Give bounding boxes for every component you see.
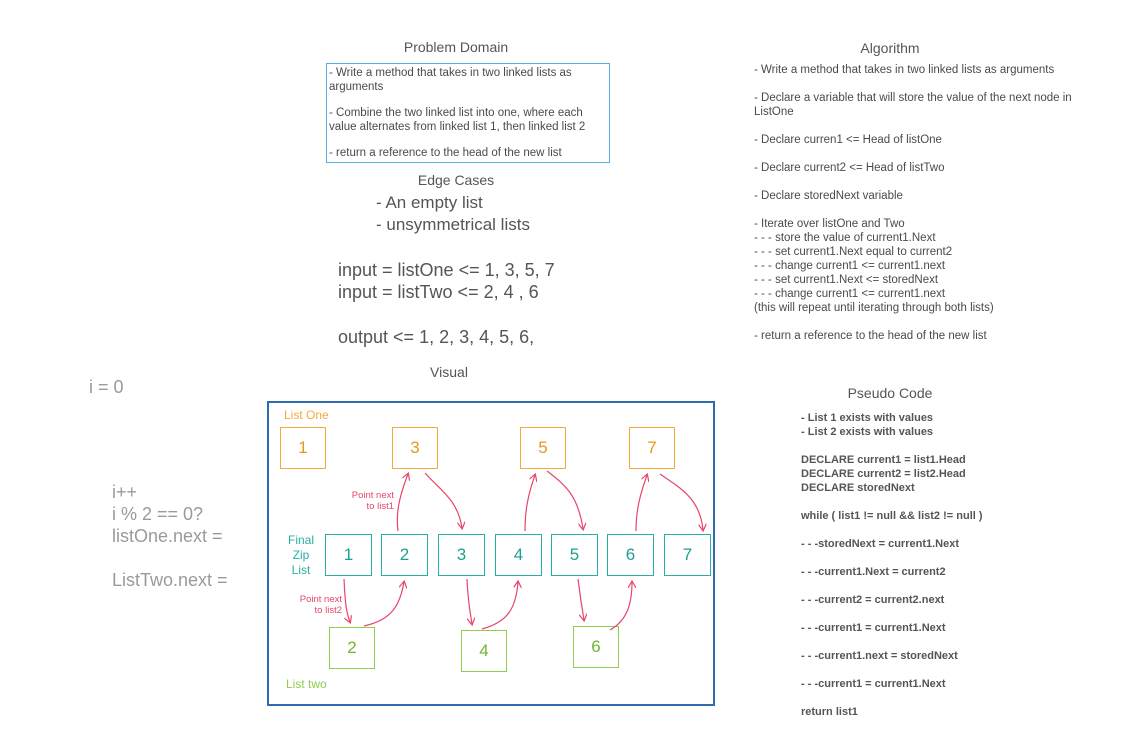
algorithm-line: - - - change current1 <= current1.next bbox=[754, 260, 946, 272]
side-note-i-inc: i++ bbox=[112, 482, 138, 502]
final-list-node: 7 bbox=[664, 534, 711, 576]
list-two-label: List two bbox=[286, 677, 327, 691]
arrow-7-to-final-7 bbox=[659, 473, 703, 530]
output-list: output <= 1, 2, 3, 4, 5, 6, bbox=[338, 327, 535, 347]
pseudo-code-steps: - List 1 exists with values - List 2 exi… bbox=[801, 411, 1121, 719]
pseudo-line: - - -current1 = current1.Next bbox=[801, 678, 946, 690]
problem-domain-line: - return a reference to the head of the … bbox=[329, 147, 562, 159]
pseudo-line: DECLARE storedNext bbox=[801, 482, 915, 494]
arrow-final-1-to-2 bbox=[343, 578, 350, 622]
edge-case-item: - An empty list bbox=[376, 193, 483, 212]
pseudo-code-title: Pseudo Code bbox=[847, 385, 933, 401]
side-note-mod-check: i % 2 == 0? bbox=[112, 504, 204, 524]
pseudo-line: - - -current1.next = storedNext bbox=[801, 650, 958, 662]
arrow-5-to-final-5 bbox=[546, 470, 583, 529]
list-two-node: 2 bbox=[329, 627, 375, 669]
algorithm-line: - Declare storedNext variable bbox=[754, 190, 903, 202]
input-list-two: input = listTwo <= 2, 4 , 6 bbox=[338, 282, 539, 302]
algorithm-line: - Declare curren1 <= Head of listOne bbox=[754, 134, 942, 146]
algorithm-line: - Declare current2 <= Head of listTwo bbox=[754, 162, 945, 174]
final-label-line: List bbox=[291, 563, 311, 577]
final-label-line: Zip bbox=[292, 548, 310, 562]
arrow-final-3-to-4 bbox=[466, 578, 472, 624]
visual-title: Visual bbox=[430, 364, 468, 380]
point-next-to-list1-label: Point next to list1 bbox=[334, 490, 394, 512]
annotation-line: to list2 bbox=[314, 605, 342, 616]
final-list-node: 2 bbox=[381, 534, 428, 576]
arrow-2-to-final-2 bbox=[363, 582, 404, 627]
problem-domain-line: - Combine the two linked list into one, … bbox=[329, 107, 586, 133]
problem-domain-line: - Write a method that takes in two linke… bbox=[329, 67, 572, 93]
side-note-i-zero: i = 0 bbox=[89, 377, 124, 397]
final-list-node: 1 bbox=[325, 534, 372, 576]
algorithm-line: - - - change current1 <= current1.next bbox=[754, 288, 946, 300]
edge-case-item: - unsymmetrical lists bbox=[376, 215, 530, 234]
arrow-final-4-to-5 bbox=[524, 475, 535, 532]
final-list-node: 6 bbox=[607, 534, 654, 576]
annotation-line: Point next bbox=[351, 490, 394, 501]
pseudo-line: return list1 bbox=[801, 706, 858, 718]
problem-domain-title: Problem Domain bbox=[403, 39, 509, 55]
arrow-3-to-final-3 bbox=[424, 472, 462, 528]
visual-frame bbox=[267, 401, 715, 706]
pseudo-line: - - -current1.Next = current2 bbox=[801, 566, 946, 578]
list-one-node: 7 bbox=[629, 427, 675, 469]
edge-cases-title: Edge Cases bbox=[417, 172, 495, 188]
arrow-6-to-final-6 bbox=[609, 582, 632, 631]
pseudo-line: - List 2 exists with values bbox=[801, 426, 934, 438]
final-list-node: 3 bbox=[438, 534, 485, 576]
list-one-node: 5 bbox=[520, 427, 566, 469]
list-two-node: 6 bbox=[573, 626, 619, 668]
list-one-node: 1 bbox=[280, 427, 326, 469]
algorithm-line: - - - store the value of current1.Next bbox=[754, 232, 936, 244]
side-note-list-one-next: listOne.next = bbox=[112, 526, 223, 546]
final-label-line: Final bbox=[287, 533, 314, 547]
point-next-to-list2-label: Point next to list2 bbox=[282, 594, 342, 616]
list-two-node: 4 bbox=[461, 630, 507, 672]
pseudo-line: DECLARE current2 = list2.Head bbox=[801, 468, 966, 480]
pseudo-line: - List 1 exists with values bbox=[801, 412, 934, 424]
arrow-final-5-to-6 bbox=[577, 578, 584, 620]
algorithm-line: - Iterate over listOne and Two bbox=[754, 218, 905, 230]
final-list-node: 5 bbox=[551, 534, 598, 576]
algorithm-line: - - - set current1.Next <= storedNext bbox=[754, 274, 939, 286]
annotation-line: to list1 bbox=[366, 501, 394, 512]
pseudo-line: - - -current1 = current1.Next bbox=[801, 622, 946, 634]
algorithm-steps: - Write a method that takes in two linke… bbox=[754, 63, 1074, 343]
pseudo-line: - - -current2 = current2.next bbox=[801, 594, 945, 606]
arrow-final-6-to-7 bbox=[635, 475, 647, 532]
algorithm-line: - Declare a variable that will store the… bbox=[754, 92, 1072, 118]
pseudo-line: DECLARE current1 = list1.Head bbox=[801, 454, 966, 466]
list-one-label: List One bbox=[284, 408, 329, 422]
algorithm-line: - return a reference to the head of the … bbox=[754, 330, 987, 342]
annotation-line: Point next bbox=[299, 594, 342, 605]
algorithm-line: (this will repeat until iterating throug… bbox=[754, 302, 994, 314]
side-note-list-two-next: ListTwo.next = bbox=[112, 570, 228, 590]
pseudo-line: - - -storedNext = current1.Next bbox=[801, 538, 960, 550]
arrow-4-to-final-4 bbox=[481, 582, 518, 630]
problem-domain-box: - Write a method that takes in two linke… bbox=[326, 63, 610, 163]
list-one-node: 3 bbox=[392, 427, 438, 469]
input-list-one: input = listOne <= 1, 3, 5, 7 bbox=[338, 260, 555, 280]
final-list-node: 4 bbox=[495, 534, 542, 576]
pseudo-line: while ( list1 != null && list2 != null ) bbox=[801, 510, 983, 522]
arrow-final-2-to-3 bbox=[396, 474, 408, 532]
final-zip-list-label: Final Zip List bbox=[284, 533, 318, 578]
algorithm-title: Algorithm bbox=[860, 40, 920, 56]
algorithm-line: - - - set current1.Next equal to current… bbox=[754, 246, 953, 258]
algorithm-line: - Write a method that takes in two linke… bbox=[754, 64, 1055, 76]
